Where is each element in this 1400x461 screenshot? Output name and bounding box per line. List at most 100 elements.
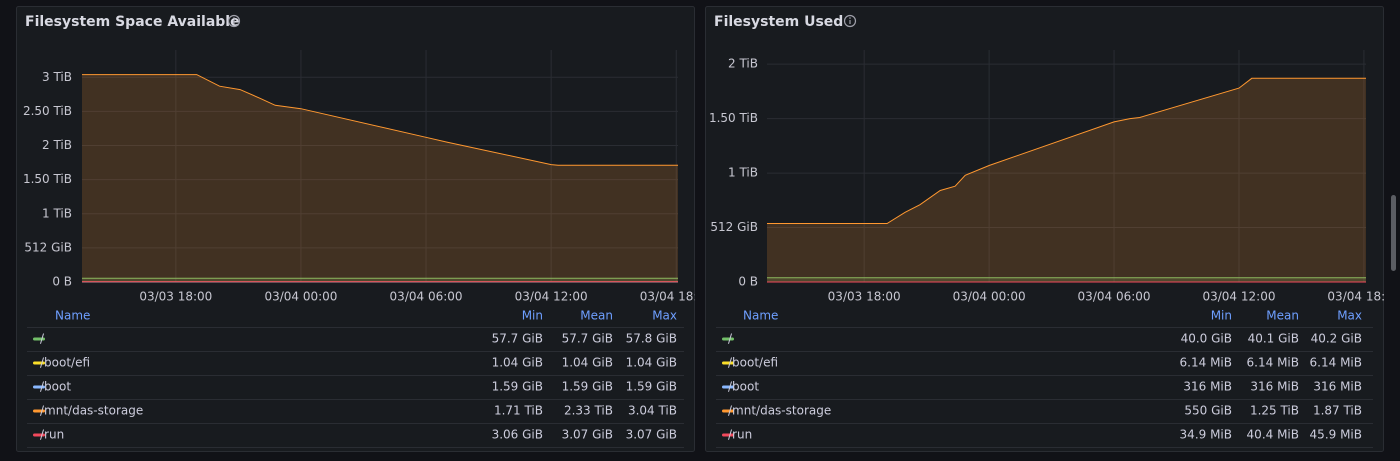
legend-swatch bbox=[722, 409, 734, 413]
info-icon[interactable] bbox=[843, 14, 857, 28]
legend-name: /mnt/das-storage bbox=[40, 404, 143, 418]
legend-stat: 316 MiB bbox=[1250, 380, 1299, 394]
legend-stat: 6.14 MiB bbox=[1247, 356, 1299, 370]
series-area bbox=[82, 74, 678, 282]
x-tick-label: 03/03 18:00 bbox=[139, 290, 212, 304]
legend-header: Max bbox=[1337, 309, 1362, 323]
x-tick-label: 03/04 18:00 bbox=[640, 290, 713, 304]
legend-swatch bbox=[33, 433, 45, 437]
legend-stat: 550 GiB bbox=[1184, 404, 1232, 418]
series-line bbox=[767, 77, 1366, 224]
legend-stat: 57.8 GiB bbox=[626, 332, 677, 346]
legend-stat: 6.14 MiB bbox=[1310, 356, 1362, 370]
y-tick-label: 1 TiB bbox=[728, 166, 758, 180]
legend-stat: 40.0 GiB bbox=[1181, 332, 1232, 346]
legend-stat: 1.87 TiB bbox=[1313, 404, 1362, 418]
legend-stat: 6.14 MiB bbox=[1180, 356, 1232, 370]
legend-swatch bbox=[33, 337, 45, 341]
y-tick-label: 2 TiB bbox=[728, 57, 758, 71]
legend-name: /run bbox=[728, 428, 752, 442]
panel-background bbox=[16, 6, 695, 452]
y-tick-label: 1.50 TiB bbox=[23, 172, 72, 186]
y-tick-label: 0 B bbox=[738, 275, 758, 289]
y-tick-label: 3 TiB bbox=[42, 70, 72, 84]
legend-swatch bbox=[722, 385, 734, 389]
legend-stat: 1.04 GiB bbox=[626, 356, 677, 370]
legend-swatch bbox=[722, 337, 734, 341]
legend-stat: 3.07 GiB bbox=[562, 428, 613, 442]
legend-swatch bbox=[722, 433, 734, 437]
panel: Filesystem Space Available 0 B 512 GiB 1 Ti… bbox=[16, 6, 713, 452]
series-line bbox=[82, 74, 678, 166]
legend-name: / bbox=[40, 332, 45, 346]
panel-title: Filesystem Used bbox=[714, 14, 843, 30]
info-icon-dot bbox=[849, 17, 851, 19]
legend-name: /run bbox=[40, 428, 64, 442]
y-tick-label: 0 B bbox=[52, 275, 72, 289]
y-tick-label: 512 GiB bbox=[710, 220, 758, 234]
info-icon-dot bbox=[233, 17, 235, 19]
legend-header: Max bbox=[652, 309, 677, 323]
panel-background bbox=[705, 6, 1384, 452]
x-tick-label: 03/04 06:00 bbox=[1078, 290, 1151, 304]
x-tick-label: 03/04 12:00 bbox=[515, 290, 588, 304]
series-area bbox=[82, 278, 678, 282]
legend-stat: 1.04 GiB bbox=[562, 356, 613, 370]
x-tick-label: 03/04 18:00 bbox=[1327, 290, 1400, 304]
y-tick-label: 2.50 TiB bbox=[23, 104, 72, 118]
panel: Filesystem Used 0 B 512 GiB 1 TiB 1.50 TiB 2 … bbox=[705, 6, 1400, 452]
legend-header: Min bbox=[522, 309, 543, 323]
legend-stat: 40.1 GiB bbox=[1248, 332, 1299, 346]
legend-name: /boot/efi bbox=[40, 356, 90, 370]
legend-stat: 316 MiB bbox=[1313, 380, 1362, 394]
y-tick-label: 1.50 TiB bbox=[709, 111, 758, 125]
y-tick-label: 2 TiB bbox=[42, 138, 72, 152]
x-tick-label: 03/03 18:00 bbox=[828, 290, 901, 304]
legend-stat: 3.06 GiB bbox=[492, 428, 543, 442]
legend-header: Name bbox=[55, 309, 90, 323]
legend-stat: 57.7 GiB bbox=[562, 332, 613, 346]
info-icon-circle bbox=[843, 14, 857, 28]
info-icon[interactable] bbox=[227, 14, 241, 28]
x-tick-label: 03/04 00:00 bbox=[264, 290, 337, 304]
x-tick-label: 03/04 06:00 bbox=[390, 290, 463, 304]
x-tick-label: 03/04 12:00 bbox=[1202, 290, 1275, 304]
legend-stat: 45.9 MiB bbox=[1310, 428, 1362, 442]
legend-header: Name bbox=[743, 309, 778, 323]
legend-stat: 34.9 MiB bbox=[1180, 428, 1232, 442]
legend-header: Mean bbox=[1266, 309, 1299, 323]
legend-swatch bbox=[33, 409, 45, 413]
legend-swatch bbox=[722, 361, 734, 365]
legend-stat: 3.07 GiB bbox=[626, 428, 677, 442]
y-tick-label: 1 TiB bbox=[42, 206, 72, 220]
legend-stat: 3.04 TiB bbox=[628, 404, 677, 418]
y-tick-label: 512 GiB bbox=[24, 240, 72, 254]
series-area bbox=[767, 78, 1366, 282]
legend-stat: 1.59 GiB bbox=[562, 380, 613, 394]
legend-stat: 2.33 TiB bbox=[564, 404, 613, 418]
legend-stat: 40.2 GiB bbox=[1311, 332, 1362, 346]
legend-header: Mean bbox=[580, 309, 613, 323]
legend-stat: 57.7 GiB bbox=[492, 332, 543, 346]
legend-stat: 1.25 TiB bbox=[1250, 404, 1299, 418]
info-icon-circle bbox=[227, 14, 241, 28]
legend-swatch bbox=[33, 361, 45, 365]
legend-stat: 1.71 TiB bbox=[494, 404, 543, 418]
legend-name: /mnt/das-storage bbox=[728, 404, 831, 418]
legend-stat: 1.59 GiB bbox=[626, 380, 677, 394]
legend-stat: 1.59 GiB bbox=[492, 380, 543, 394]
legend-name: / bbox=[728, 332, 733, 346]
legend-stat: 40.4 MiB bbox=[1247, 428, 1299, 442]
series-area bbox=[767, 277, 1366, 282]
legend-name: /boot/efi bbox=[728, 356, 778, 370]
scrollbar[interactable] bbox=[1391, 195, 1396, 271]
legend-name: /boot bbox=[728, 380, 759, 394]
x-tick-label: 03/04 00:00 bbox=[953, 290, 1026, 304]
legend-header: Min bbox=[1211, 309, 1232, 323]
legend-stat: 1.04 GiB bbox=[492, 356, 543, 370]
panel-title: Filesystem Space Available bbox=[25, 14, 240, 30]
legend-name: /boot bbox=[40, 380, 71, 394]
legend-swatch bbox=[33, 385, 45, 389]
